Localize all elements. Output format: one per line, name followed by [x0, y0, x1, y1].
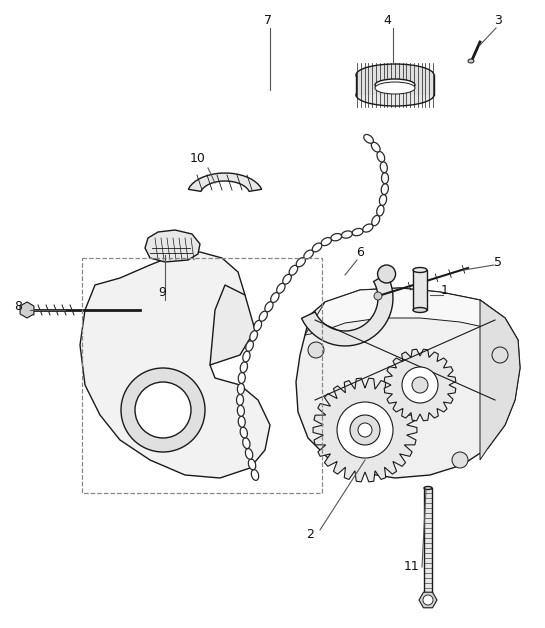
Ellipse shape: [246, 341, 253, 351]
Ellipse shape: [363, 224, 373, 232]
Circle shape: [350, 415, 380, 445]
Ellipse shape: [243, 438, 250, 448]
Text: 1: 1: [441, 283, 449, 296]
Ellipse shape: [238, 416, 245, 427]
Ellipse shape: [342, 231, 353, 238]
Ellipse shape: [377, 151, 385, 162]
Text: 8: 8: [14, 300, 22, 313]
Polygon shape: [188, 173, 262, 192]
Text: 10: 10: [190, 151, 206, 165]
Ellipse shape: [243, 351, 250, 362]
Ellipse shape: [331, 234, 342, 241]
Ellipse shape: [371, 143, 380, 152]
Ellipse shape: [277, 283, 285, 293]
Bar: [413, 270, 427, 310]
Polygon shape: [145, 230, 200, 262]
Circle shape: [452, 452, 468, 468]
Polygon shape: [384, 349, 456, 421]
Ellipse shape: [379, 195, 386, 205]
Text: 4: 4: [383, 13, 391, 26]
Circle shape: [402, 367, 438, 403]
Ellipse shape: [356, 84, 434, 106]
Ellipse shape: [352, 229, 363, 236]
Ellipse shape: [259, 311, 268, 321]
Ellipse shape: [304, 250, 313, 259]
Ellipse shape: [250, 330, 257, 341]
Text: 11: 11: [404, 561, 420, 573]
Ellipse shape: [283, 274, 292, 284]
Text: 5: 5: [494, 256, 502, 269]
Ellipse shape: [364, 134, 373, 143]
Ellipse shape: [249, 459, 256, 470]
Ellipse shape: [375, 82, 415, 94]
Circle shape: [135, 382, 191, 438]
Ellipse shape: [372, 215, 380, 225]
Ellipse shape: [245, 448, 253, 459]
Circle shape: [412, 377, 428, 393]
Polygon shape: [20, 302, 34, 318]
Text: 9: 9: [158, 286, 166, 298]
Circle shape: [492, 347, 508, 363]
Ellipse shape: [321, 237, 331, 246]
Circle shape: [358, 423, 372, 437]
Ellipse shape: [265, 301, 273, 311]
Polygon shape: [296, 288, 520, 478]
Bar: [356, 75, 434, 95]
Bar: [82, 258, 322, 493]
Circle shape: [121, 368, 205, 452]
Ellipse shape: [237, 394, 244, 405]
Ellipse shape: [271, 293, 279, 303]
Circle shape: [337, 402, 393, 458]
Ellipse shape: [380, 162, 387, 173]
Polygon shape: [313, 378, 417, 482]
Ellipse shape: [289, 266, 298, 275]
Text: 7: 7: [264, 13, 272, 26]
Polygon shape: [210, 285, 255, 365]
Ellipse shape: [238, 405, 244, 416]
Ellipse shape: [238, 372, 245, 384]
Text: 2: 2: [306, 529, 314, 541]
Polygon shape: [80, 252, 270, 478]
Circle shape: [374, 292, 382, 300]
Ellipse shape: [251, 470, 259, 480]
Ellipse shape: [413, 268, 427, 273]
Ellipse shape: [468, 59, 474, 63]
Ellipse shape: [240, 362, 247, 372]
Text: 6: 6: [356, 246, 364, 259]
Ellipse shape: [254, 320, 262, 331]
Ellipse shape: [296, 257, 305, 267]
Ellipse shape: [413, 308, 427, 313]
Ellipse shape: [356, 64, 434, 86]
Ellipse shape: [375, 79, 415, 91]
Bar: [424, 488, 432, 600]
Circle shape: [378, 265, 396, 283]
Ellipse shape: [377, 205, 384, 216]
Polygon shape: [419, 592, 437, 608]
Ellipse shape: [382, 173, 389, 183]
Circle shape: [423, 595, 433, 605]
Ellipse shape: [382, 183, 389, 195]
Polygon shape: [480, 300, 520, 460]
Text: 3: 3: [494, 13, 502, 26]
Polygon shape: [301, 274, 393, 346]
Ellipse shape: [238, 384, 244, 394]
Ellipse shape: [312, 243, 322, 252]
Polygon shape: [305, 288, 518, 340]
Ellipse shape: [424, 487, 432, 489]
Ellipse shape: [240, 427, 247, 438]
Circle shape: [308, 342, 324, 358]
